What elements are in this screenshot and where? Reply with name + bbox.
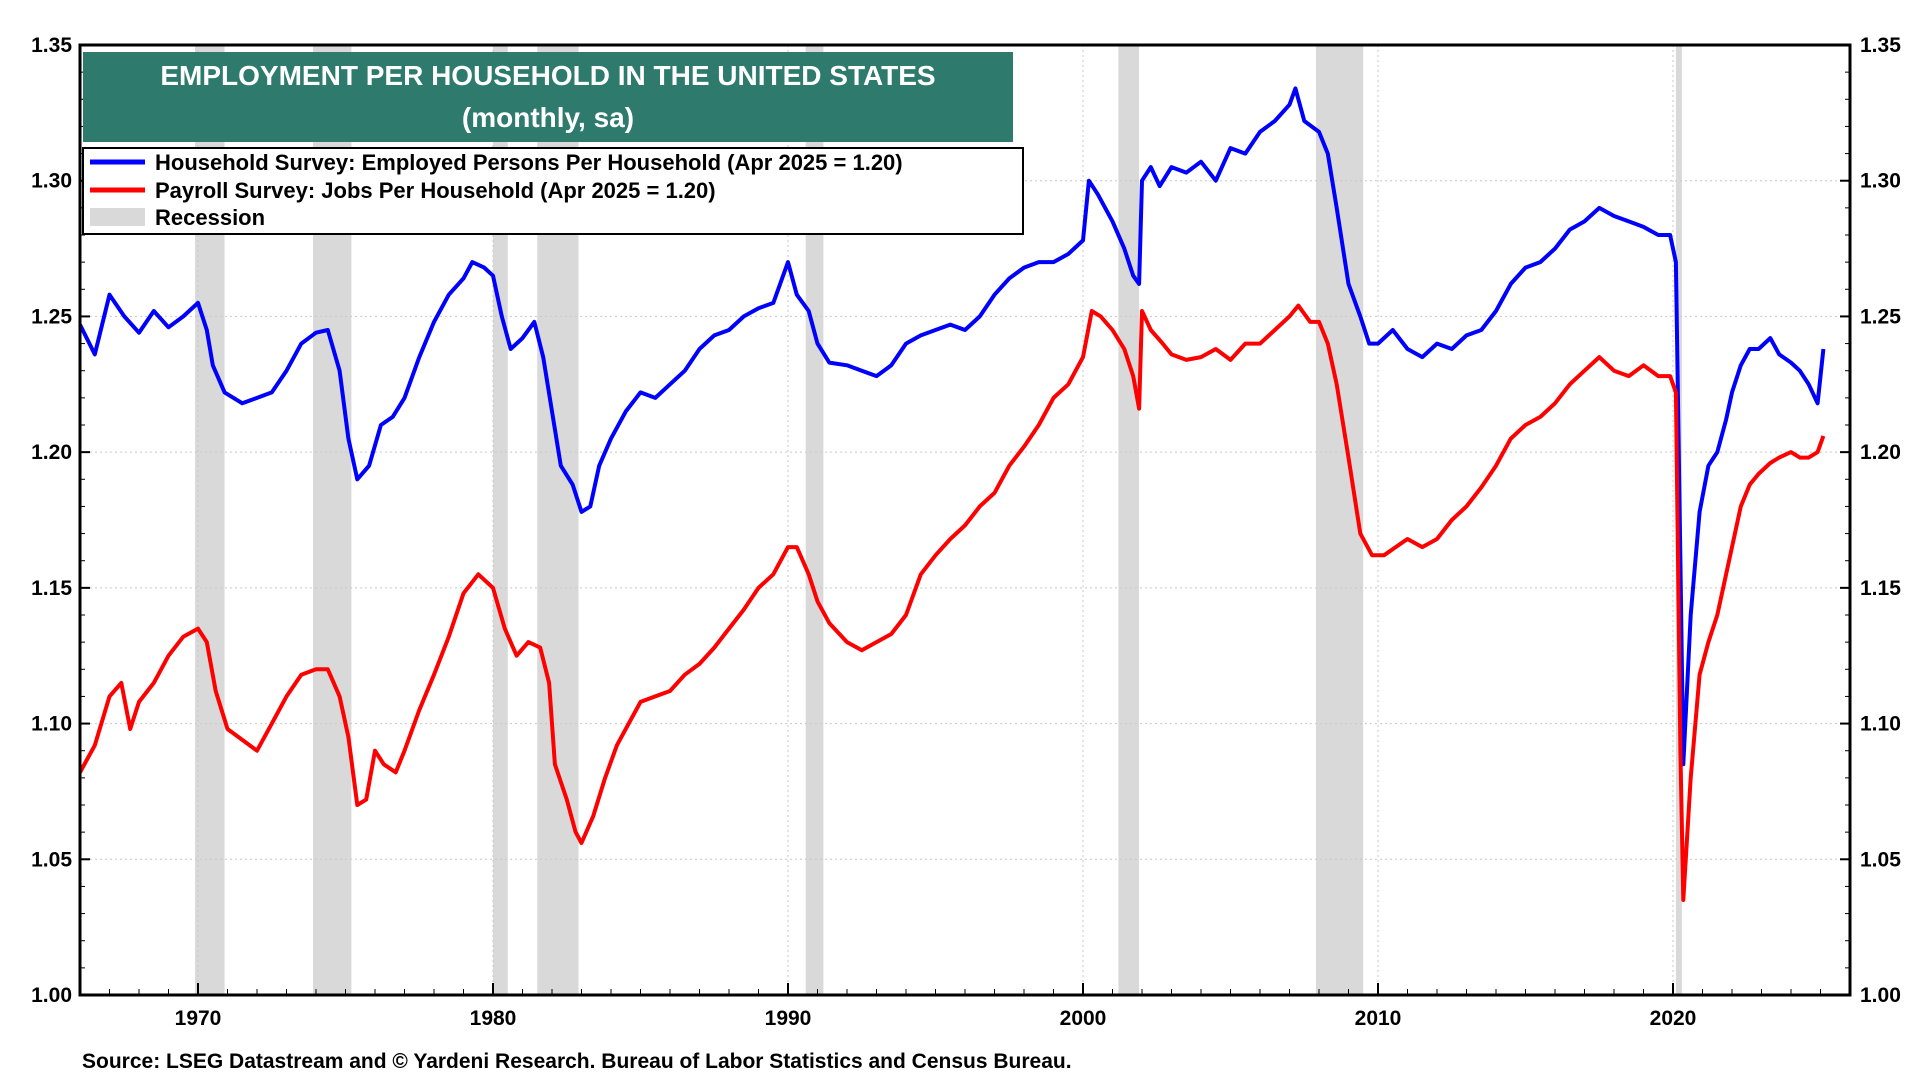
legend-swatch-recession [90,208,145,226]
title-box: EMPLOYMENT PER HOUSEHOLD IN THE UNITED S… [83,52,1013,142]
y-tick-label-right: 1.25 [1860,305,1901,328]
chart-title: EMPLOYMENT PER HOUSEHOLD IN THE UNITED S… [160,60,935,91]
y-tick-label-left: 1.20 [31,441,72,464]
series-lines [78,86,1826,902]
x-tick-label: 1970 [175,1007,222,1030]
y-tick-label-right: 1.20 [1860,441,1901,464]
source-note: Source: LSEG Datastream and © Yardeni Re… [82,1050,1072,1073]
y-tick-label-left: 1.05 [31,848,72,871]
legend-label-payroll: Payroll Survey: Jobs Per Household (Apr … [155,178,716,203]
x-tick-label: 2020 [1650,1007,1697,1030]
x-tick-label: 1980 [470,1007,517,1030]
y-tick-label-right: 1.35 [1860,34,1901,57]
y-tick-label-left: 1.10 [31,713,72,736]
legend: Household Survey: Employed Persons Per H… [82,147,1024,235]
gridlines [80,45,1850,995]
x-tick-label: 2010 [1355,1007,1402,1030]
legend-label-recession: Recession [155,205,265,230]
recession-band-6 [1316,45,1364,995]
series-payroll-line [78,303,1826,902]
y-tick-label-left: 1.30 [31,170,72,193]
y-tick-label-left: 1.35 [31,34,72,57]
y-tick-label-right: 1.15 [1860,577,1901,600]
chart-subtitle: (monthly, sa) [462,102,634,133]
legend-box [82,147,1024,235]
x-tick-label: 1990 [765,1007,812,1030]
recession-band-2 [493,45,508,995]
x-tick-label: 2000 [1060,1007,1107,1030]
series-household-line [78,86,1826,767]
y-tick-label-right: 1.05 [1860,848,1901,871]
y-tick-label-left: 1.25 [31,305,72,328]
recession-band-5 [1118,45,1140,995]
y-tick-label-right: 1.30 [1860,170,1901,193]
y-tick-label-right: 1.10 [1860,713,1901,736]
y-tick-label-right: 1.00 [1860,984,1901,1007]
axes: 1.00 1.00 1.05 1.05 1.10 1.10 1.15 1.15 1.20 1.20… [31,34,1901,1030]
y-tick-label-left: 1.00 [31,984,72,1007]
recession-band-4 [805,45,824,995]
title-background [83,52,1013,142]
legend-label-household: Household Survey: Employed Persons Per H… [155,150,903,175]
y-tick-label-left: 1.15 [31,577,72,600]
